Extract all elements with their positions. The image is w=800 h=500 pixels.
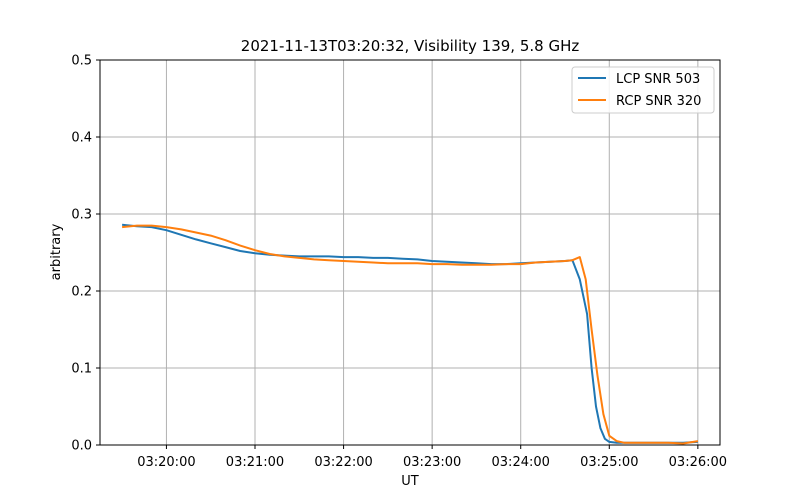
y-tick-label: 0.5 [71,54,92,69]
series-line-lcp [121,223,698,444]
y-axis-label: arbitrary [49,223,64,280]
grid-lines [100,59,720,446]
x-tick-label: 03:23:00 [403,455,461,470]
x-tick-label: 03:20:00 [137,455,195,470]
legend: LCP SNR 503 RCP SNR 320 [571,66,715,114]
x-tick-label: 03:25:00 [580,455,638,470]
x-tick-label: 03:26:00 [669,455,727,470]
chart-title: 2021-11-13T03:20:32, Visibility 139, 5.8… [241,37,580,55]
series-line-rcp [121,224,699,445]
y-tick-label: 0.4 [71,131,92,146]
x-axis-label: UT [401,474,419,489]
series-lines [121,223,699,445]
legend-box [571,66,715,114]
y-tick-label: 0.0 [71,439,92,454]
y-tick-label: 0.3 [71,208,92,223]
y-tick-label: 0.2 [71,285,92,300]
x-axis-ticks: 03:20:00 03:21:00 03:22:00 03:23:00 03:24:00… [137,445,727,470]
legend-label-lcp: LCP SNR 503 [616,72,700,87]
x-tick-label: 03:22:00 [314,455,372,470]
y-tick-label: 0.1 [71,362,92,377]
y-axis-ticks: 0.0 0.1 0.2 0.3 0.4 0.5 [71,54,100,454]
plot-area-frame [99,59,721,446]
x-tick-label: 03:21:00 [226,455,284,470]
x-tick-label: 03:24:00 [492,455,550,470]
legend-label-rcp: RCP SNR 320 [616,94,701,109]
